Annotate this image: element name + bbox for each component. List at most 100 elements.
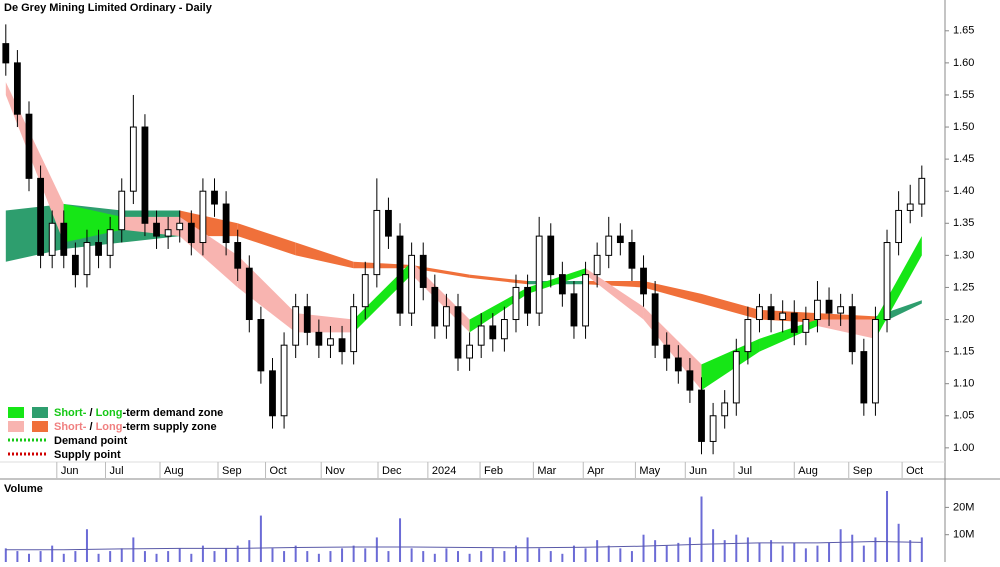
candle-body (199, 190, 207, 244)
candle-body (385, 209, 392, 237)
candle-body (500, 319, 508, 340)
candle-body (872, 319, 879, 404)
y-tick-label: 1.00 (953, 442, 974, 454)
candle-body (118, 190, 126, 231)
y-tick-label: 1.35 (953, 217, 974, 229)
candle-body (106, 229, 114, 256)
x-tick-label: Jul (110, 465, 124, 477)
legend-text: -term supply zone (122, 421, 216, 433)
candle-body (582, 274, 589, 327)
candle-body (616, 235, 624, 244)
short-term-zone (585, 268, 644, 320)
y-tick-label: 1.20 (953, 313, 974, 325)
candle-body (338, 338, 346, 353)
volume-tick-label: 20M (953, 501, 974, 513)
candle-body (477, 325, 485, 346)
legend-text: Short- (54, 421, 87, 433)
x-tick-label: May (639, 465, 660, 477)
candle-body (790, 312, 798, 333)
candle-body (524, 286, 531, 314)
candle-body (257, 319, 265, 372)
candle-body (454, 306, 462, 359)
volume-average (5, 541, 922, 551)
candle-body (361, 274, 369, 308)
candle-body (628, 242, 636, 269)
y-tick-label: 1.55 (953, 89, 974, 101)
y-tick-label: 1.05 (953, 410, 974, 422)
legend-swatch (32, 421, 48, 432)
candle-body (489, 325, 497, 340)
legend-text: Long (96, 421, 123, 433)
x-tick-label: Oct (906, 465, 923, 477)
long-term-zone (701, 293, 760, 320)
x-tick-label: Sep (853, 465, 873, 477)
candle-body (95, 242, 102, 256)
candle-body (48, 222, 56, 256)
candle-body (825, 299, 833, 314)
x-tick-label: Jun (61, 465, 79, 477)
long-term-zone (295, 242, 354, 269)
candle-body (767, 306, 775, 321)
candle-body (721, 402, 729, 417)
y-tick-label: 1.50 (953, 121, 974, 133)
candle-body (2, 43, 10, 64)
candle-body (651, 293, 659, 346)
candle-body (25, 113, 33, 179)
candle-body (245, 267, 253, 321)
candle-body (802, 319, 810, 333)
legend-text: Short- (54, 407, 87, 419)
candle-body (37, 177, 44, 256)
chart-title: De Grey Mining Limited Ordinary - Daily (4, 2, 213, 14)
short-term-zone (5, 82, 64, 243)
candle-body (535, 235, 543, 314)
x-tick-label: Feb (484, 465, 503, 477)
legend-text: Demand point (54, 435, 128, 447)
candle-body (373, 209, 381, 276)
x-tick-label: Nov (325, 465, 345, 477)
legend-text: Long (96, 407, 123, 419)
candle-body (547, 235, 555, 276)
candle-body (663, 344, 671, 359)
candle-body (419, 254, 427, 288)
candle-body (222, 203, 230, 244)
candle-body (141, 126, 149, 224)
legend-text: / (86, 421, 95, 433)
candle-body (83, 242, 91, 276)
legend-label: Short- / Long-term demand zone (54, 407, 223, 419)
candle-body (431, 286, 439, 327)
candle-body (292, 306, 300, 346)
long-term-zone (643, 281, 702, 304)
x-tick-label: Aug (164, 465, 184, 477)
candle-body (860, 351, 868, 404)
y-tick-label: 1.15 (953, 346, 974, 358)
candle-body (605, 235, 613, 256)
candle-body (211, 190, 218, 205)
candle-body (732, 351, 740, 404)
candle-body (466, 344, 473, 359)
legend-label: Short- / Long-term supply zone (54, 421, 217, 433)
x-tick-label: Apr (587, 465, 604, 477)
y-tick-label: 1.10 (953, 378, 974, 390)
long-term-zone (469, 274, 528, 285)
y-tick-label: 1.60 (953, 57, 974, 69)
candle-body (686, 370, 694, 391)
x-tick-label: Aug (798, 465, 818, 477)
candle-body (744, 319, 752, 353)
volume-tick-label: 10M (953, 529, 974, 541)
x-tick-label: Jun (689, 465, 707, 477)
candle-body (443, 306, 450, 327)
candle-body (303, 306, 311, 333)
candle-body (814, 299, 821, 321)
legend-label: Supply point (54, 449, 121, 461)
candle-body (234, 242, 242, 269)
y-tick-label: 1.30 (953, 249, 974, 261)
candle-body (709, 415, 717, 442)
candle-body (848, 306, 856, 353)
legend-text: / (86, 407, 95, 419)
candle-body (269, 370, 276, 417)
y-tick-label: 1.45 (953, 153, 974, 165)
candle-body (837, 306, 845, 314)
x-tick-label: Jul (738, 465, 752, 477)
